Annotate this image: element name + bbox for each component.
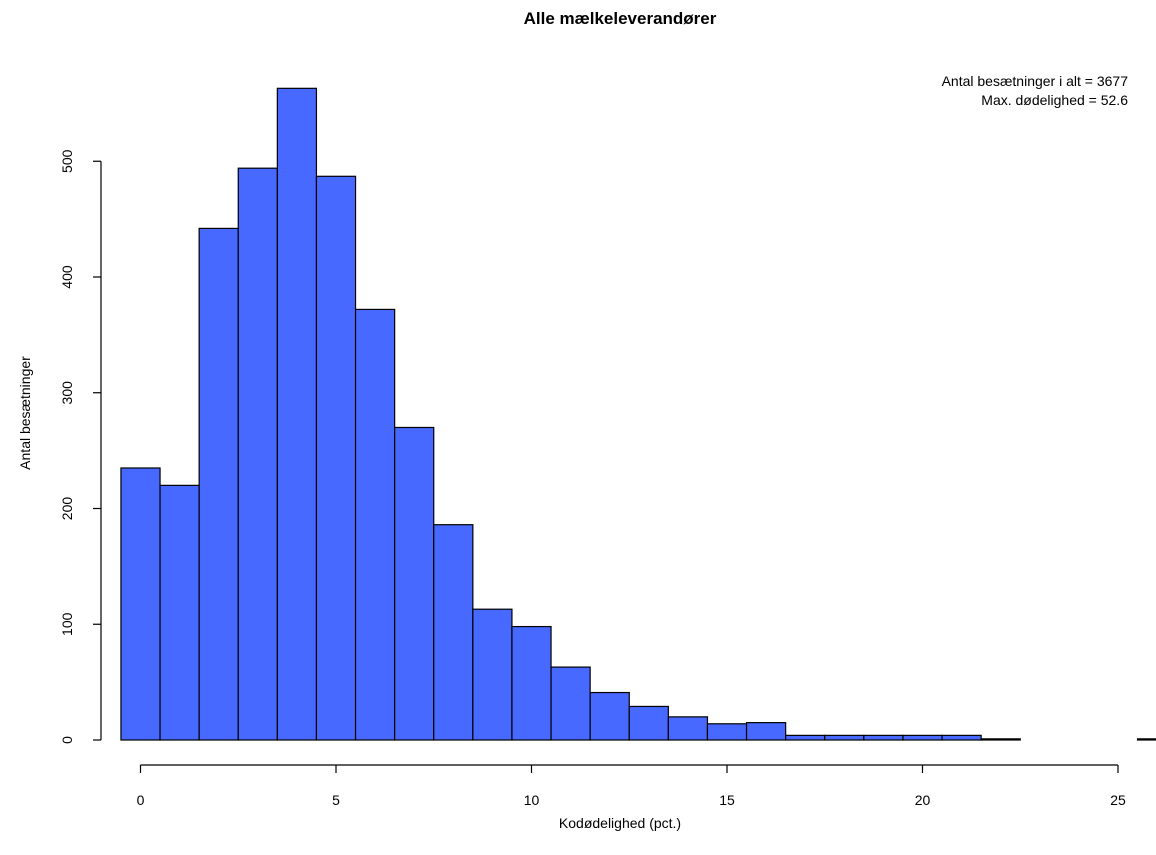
histogram-bar [745, 722, 787, 741]
x-tick-label: 10 [524, 792, 540, 808]
annotation-total-herds: Antal besætninger i alt = 3677 [942, 73, 1129, 89]
chart-title: Alle mælkeleverandører [524, 9, 717, 28]
y-tick-label: 400 [59, 265, 75, 289]
histogram-bar [433, 524, 474, 741]
histogram-bar [237, 167, 278, 741]
histogram-bar [667, 716, 709, 741]
histogram-bar [394, 426, 435, 741]
x-tick-label: 20 [915, 792, 931, 808]
x-tick-label: 25 [1110, 792, 1126, 808]
histogram-bar [276, 87, 318, 741]
histogram-bar [198, 227, 239, 741]
y-tick-label: 500 [59, 149, 75, 173]
y-tick-label: 0 [59, 736, 75, 744]
annotation-max-mortality: Max. dødelighed = 52.6 [981, 92, 1128, 108]
x-tick-label: 5 [332, 792, 340, 808]
x-tick-label: 0 [137, 792, 145, 808]
y-axis: 0 100 200 300 400 500 [59, 149, 102, 744]
histogram-bar [824, 734, 865, 741]
histogram-bar [472, 608, 513, 741]
histogram-bar [941, 734, 982, 741]
histogram-bar [315, 175, 357, 741]
y-tick-label: 200 [59, 497, 75, 521]
x-tick-label: 15 [719, 792, 735, 808]
histogram-bar [902, 734, 943, 741]
y-tick-label: 100 [59, 612, 75, 636]
histogram-bar [785, 734, 826, 741]
histogram-bar [511, 625, 552, 741]
histogram-bar [706, 723, 748, 741]
y-tick-label: 300 [59, 381, 75, 405]
histogram-bar [589, 691, 630, 741]
histogram-bar [120, 467, 161, 741]
histogram-bar [863, 734, 904, 741]
y-axis-title: Antal besætninger [17, 356, 33, 470]
histogram-bar [628, 705, 669, 741]
histogram-bar [980, 738, 1021, 741]
x-axis-title: Kodødelighed (pct.) [559, 815, 681, 831]
histogram-bar [159, 484, 200, 741]
histogram-bar [550, 666, 591, 741]
histogram-bar [354, 308, 396, 741]
x-axis: 0 5 10 15 20 25 [137, 764, 1126, 808]
bars-group [120, 87, 1156, 741]
histogram-bar [1136, 738, 1156, 741]
